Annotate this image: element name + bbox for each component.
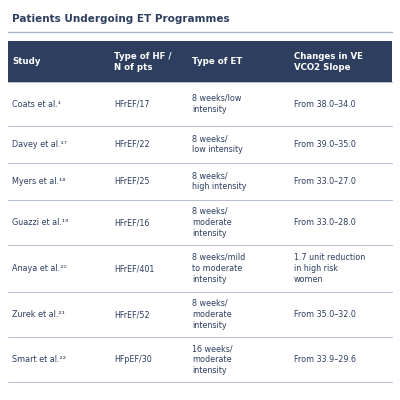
Text: Patients Undergoing ET Programmes: Patients Undergoing ET Programmes: [12, 14, 230, 24]
Text: Myers et al.¹⁸: Myers et al.¹⁸: [12, 177, 66, 186]
Text: From 33.0–28.0: From 33.0–28.0: [294, 218, 356, 227]
Text: From 39.0–35.0: From 39.0–35.0: [294, 140, 356, 149]
Text: Zurek et al.²¹: Zurek et al.²¹: [12, 310, 65, 319]
Text: HFrEF/17: HFrEF/17: [114, 100, 149, 108]
Text: Guazzi et al.¹⁹: Guazzi et al.¹⁹: [12, 218, 68, 227]
Text: 8 weeks/
moderate
intensity: 8 weeks/ moderate intensity: [192, 299, 232, 330]
Text: Type of ET: Type of ET: [192, 58, 242, 66]
Text: Changes in VE
VCO2 Slope: Changes in VE VCO2 Slope: [294, 52, 363, 72]
Text: 8 weeks/
high intensity: 8 weeks/ high intensity: [192, 171, 247, 192]
Text: Coats et al.¹: Coats et al.¹: [12, 100, 61, 108]
Text: From 35.0–32.0: From 35.0–32.0: [294, 310, 356, 319]
Text: 8 weeks/
moderate
intensity: 8 weeks/ moderate intensity: [192, 207, 232, 238]
Text: From 33.0–27.0: From 33.0–27.0: [294, 177, 356, 186]
Text: 16 weeks/
moderate
intensity: 16 weeks/ moderate intensity: [192, 344, 233, 375]
Text: From 38.0–34.0: From 38.0–34.0: [294, 100, 356, 108]
Text: HFrEF/25: HFrEF/25: [114, 177, 150, 186]
Text: HFrEF/22: HFrEF/22: [114, 140, 150, 149]
Text: Anaya et al.²⁰: Anaya et al.²⁰: [12, 264, 67, 273]
Text: Smart et al.²²: Smart et al.²²: [12, 355, 66, 364]
Text: From 33.9–29.6: From 33.9–29.6: [294, 355, 356, 364]
Text: HFrEF/16: HFrEF/16: [114, 218, 149, 227]
Text: 8 weeks/low
intensity: 8 weeks/low intensity: [192, 94, 242, 114]
Text: Study: Study: [12, 58, 40, 66]
Text: 8 weeks/mild
to moderate
intensity: 8 weeks/mild to moderate intensity: [192, 253, 246, 284]
Text: 8 weeks/
low intensity: 8 weeks/ low intensity: [192, 134, 243, 154]
FancyBboxPatch shape: [8, 41, 392, 82]
Text: Type of HF /
N of pts: Type of HF / N of pts: [114, 52, 171, 72]
Text: 1.7 unit reduction
in high risk
women: 1.7 unit reduction in high risk women: [294, 253, 365, 284]
Text: HFrEF/401: HFrEF/401: [114, 264, 154, 273]
Text: Davey et al.¹⁷: Davey et al.¹⁷: [12, 140, 67, 149]
Text: HFrEF/52: HFrEF/52: [114, 310, 150, 319]
Text: HFpEF/30: HFpEF/30: [114, 355, 152, 364]
